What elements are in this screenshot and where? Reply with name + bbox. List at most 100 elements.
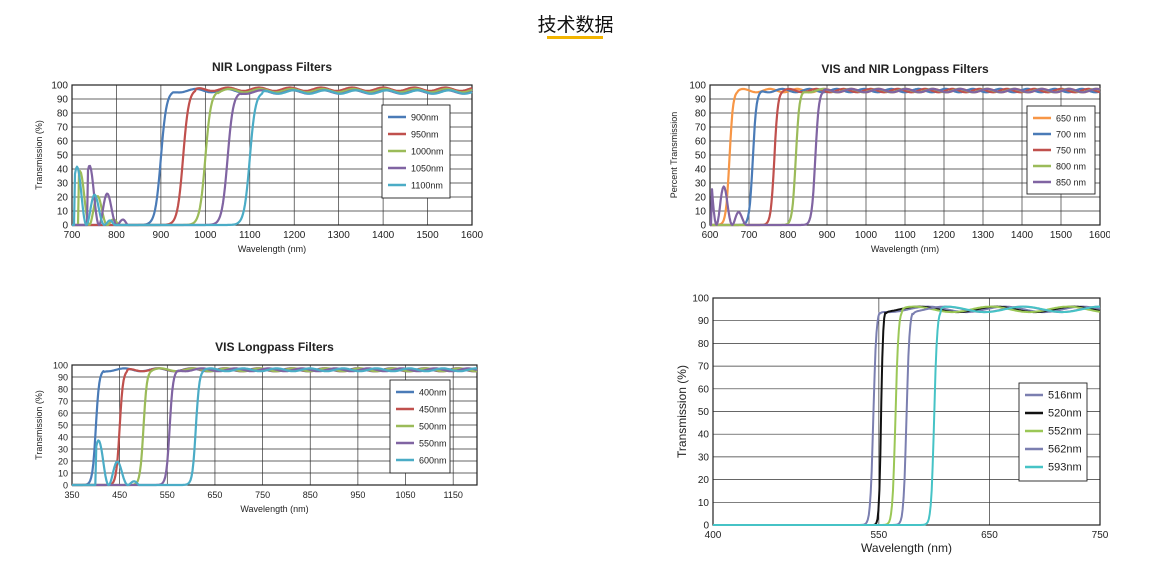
legend-label: 900nm — [411, 113, 439, 123]
legend-label: 850 nm — [1056, 178, 1086, 188]
y-tick-label: 30 — [695, 179, 707, 190]
legend-label: 1050nm — [411, 164, 444, 174]
y-axis-label: Transmission (%) — [34, 390, 44, 460]
y-tick-label: 0 — [63, 481, 68, 491]
legend-label: 400nm — [419, 388, 447, 398]
y-tick-label: 70 — [698, 362, 710, 373]
x-tick-label: 550 — [160, 490, 175, 500]
y-tick-label: 100 — [692, 294, 709, 305]
y-tick-label: 50 — [698, 407, 710, 418]
y-tick-label: 10 — [58, 469, 68, 479]
series-line — [71, 367, 478, 487]
series-line — [709, 87, 1101, 227]
y-tick-label: 80 — [698, 339, 710, 350]
legend-label: 950nm — [411, 130, 439, 140]
x-tick-label: 400 — [705, 530, 722, 541]
y-tick-label: 60 — [58, 409, 68, 419]
x-tick-label: 1200 — [283, 230, 306, 241]
legend-label: 1000nm — [411, 147, 444, 157]
y-tick-label: 40 — [57, 165, 69, 176]
x-tick-label: 1400 — [372, 230, 395, 241]
plot-frame — [71, 84, 473, 226]
y-tick-label: 0 — [703, 521, 709, 532]
legend-label: 552nm — [1048, 426, 1082, 438]
y-tick-label: 90 — [698, 316, 710, 327]
legend-label: 750 nm — [1056, 146, 1086, 156]
x-tick-label: 800 — [108, 230, 125, 241]
y-tick-label: 70 — [58, 397, 68, 407]
legend-label: 516nm — [1048, 390, 1082, 402]
y-tick-label: 60 — [695, 137, 707, 148]
y-tick-label: 100 — [53, 361, 68, 371]
y-tick-label: 50 — [58, 421, 68, 431]
y-tick-label: 20 — [695, 193, 707, 204]
x-tick-label: 1100 — [894, 230, 916, 241]
x-tick-label: 900 — [819, 230, 836, 241]
x-tick-label: 600 — [702, 230, 719, 241]
x-axis-label: Wavelength (nm) — [240, 504, 308, 514]
x-tick-label: 900 — [153, 230, 170, 241]
series-group — [709, 87, 1101, 227]
chart-title: VIS Longpass Filters — [215, 340, 334, 354]
series-line — [71, 367, 478, 487]
legend: 516nm 520nm 552nm 562nm 593nm — [1018, 382, 1088, 482]
series-group — [713, 305, 1101, 526]
legend-label: 550nm — [419, 439, 447, 449]
y-tick-label: 70 — [57, 123, 69, 134]
legend-label: 800 nm — [1056, 162, 1086, 172]
y-tick-label: 30 — [698, 452, 710, 463]
y-tick-label: 10 — [698, 498, 710, 509]
x-tick-label: 750 — [1092, 530, 1109, 541]
y-tick-label: 10 — [695, 207, 707, 218]
y-tick-label: 30 — [58, 445, 68, 455]
y-tick-label: 40 — [698, 430, 710, 441]
x-tick-label: 1000 — [194, 230, 217, 241]
x-tick-label: 950 — [350, 490, 365, 500]
x-tick-label: 1200 — [933, 230, 956, 241]
y-tick-label: 90 — [695, 95, 707, 106]
x-tick-label: 700 — [741, 230, 758, 241]
y-tick-label: 80 — [695, 109, 707, 120]
x-tick-label: 1150 — [443, 490, 462, 500]
y-axis-label: Transmission (%) — [675, 365, 689, 458]
y-tick-label: 100 — [51, 81, 68, 92]
x-tick-label: 450 — [112, 490, 127, 500]
chart-title: VIS and NIR Longpass Filters — [821, 62, 989, 76]
page-title: 技术数据 — [537, 14, 614, 36]
legend-label: 562nm — [1048, 444, 1082, 456]
legend-box — [389, 379, 451, 474]
x-tick-label: 1600 — [1089, 230, 1110, 241]
series-line — [71, 89, 473, 227]
plot-frame — [709, 84, 1101, 226]
legend-label: 1100nm — [411, 181, 443, 191]
legend-label: 520nm — [1048, 408, 1082, 420]
x-tick-label: 650 — [981, 530, 998, 541]
y-tick-label: 20 — [58, 457, 68, 467]
legend: 900nm 950nm 1000nm 1050nm 1100nm — [381, 104, 451, 199]
x-tick-label: 1500 — [1050, 230, 1073, 241]
y-tick-label: 80 — [57, 109, 69, 120]
y-tick-label: 0 — [62, 221, 68, 232]
title-underline — [547, 36, 603, 39]
y-tick-label: 20 — [57, 193, 69, 204]
chart-narrow-longpass: 0 10 20 30 40 50 60 70 80 90 100 400 550 650 750 Wavele… — [675, 294, 1109, 556]
y-tick-label: 70 — [695, 123, 707, 134]
series-line — [713, 305, 1101, 526]
y-axis-label: Transmission (%) — [34, 120, 44, 190]
y-tick-label: 10 — [57, 207, 69, 218]
y-tick-label: 60 — [698, 384, 710, 395]
x-tick-label: 1100 — [239, 230, 261, 241]
y-tick-label: 50 — [57, 151, 69, 162]
y-tick-label: 30 — [57, 179, 69, 190]
series-line — [709, 87, 1101, 227]
series-group — [71, 86, 473, 227]
legend-label: 450nm — [419, 405, 447, 415]
x-tick-label: 350 — [64, 490, 79, 500]
x-tick-label: 1000 — [855, 230, 878, 241]
x-tick-label: 550 — [871, 530, 888, 541]
x-tick-label: 650 — [207, 490, 222, 500]
y-tick-label: 40 — [695, 165, 707, 176]
y-tick-label: 100 — [689, 81, 706, 92]
x-tick-label: 850 — [303, 490, 318, 500]
y-tick-label: 0 — [700, 221, 706, 232]
